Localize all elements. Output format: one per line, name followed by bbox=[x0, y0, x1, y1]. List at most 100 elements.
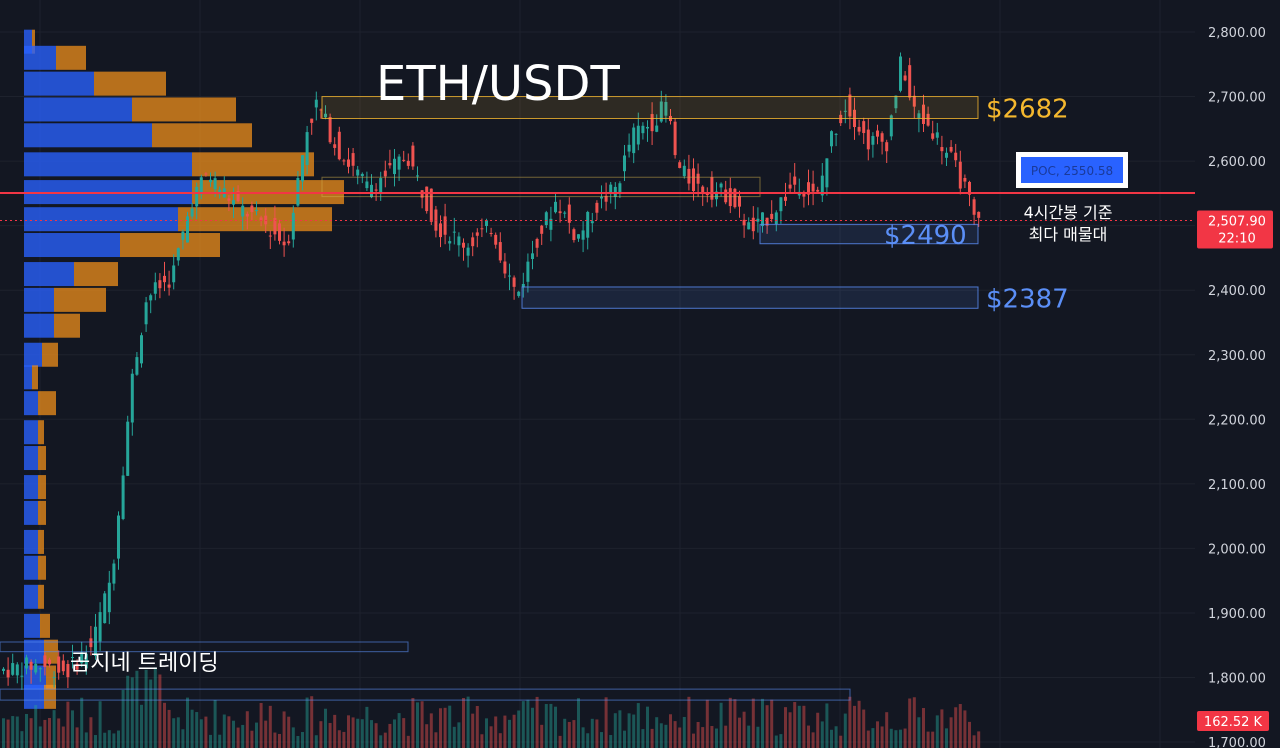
candle-body bbox=[494, 234, 498, 245]
volume-bar bbox=[268, 705, 272, 748]
candle-body bbox=[659, 101, 663, 122]
y-tick-label: 2,800.00 bbox=[1208, 26, 1266, 41]
volume-bar bbox=[549, 703, 553, 748]
profile-bar-buy bbox=[24, 71, 94, 96]
candle-body bbox=[894, 95, 898, 109]
candle-body bbox=[719, 183, 723, 188]
volume-bar bbox=[889, 728, 893, 748]
volume-bar bbox=[480, 734, 484, 748]
volume-bar bbox=[848, 696, 852, 748]
volume-bar bbox=[107, 730, 111, 748]
volume-bar bbox=[264, 720, 268, 748]
volume-badge-text: 162.52 K bbox=[1204, 715, 1263, 730]
candle-body bbox=[761, 212, 764, 227]
profile-bar-buy bbox=[24, 500, 38, 525]
volume-bar bbox=[241, 724, 245, 748]
candle-body bbox=[337, 131, 341, 160]
volume-bar bbox=[590, 718, 594, 748]
candle-body bbox=[830, 131, 833, 147]
candle-body bbox=[305, 132, 309, 166]
note-line-1: 4시간봉 기준 bbox=[1024, 203, 1113, 222]
candle-body bbox=[834, 133, 838, 135]
candle-body bbox=[572, 229, 576, 241]
candle-body bbox=[402, 159, 406, 161]
candle-body bbox=[903, 75, 907, 81]
volume-bar bbox=[195, 712, 199, 748]
volume-bar bbox=[383, 732, 387, 748]
candle-body bbox=[563, 212, 567, 214]
candle-body bbox=[158, 280, 162, 289]
candle-body bbox=[857, 126, 861, 132]
candle-body bbox=[480, 228, 484, 230]
profile-bar-sell bbox=[152, 123, 252, 148]
candle-body bbox=[383, 170, 387, 177]
candle-body bbox=[508, 275, 511, 277]
candle-body bbox=[774, 212, 778, 225]
candle-body bbox=[595, 202, 599, 213]
y-tick-label: 2,700.00 bbox=[1208, 91, 1266, 106]
candle-body bbox=[291, 212, 295, 240]
y-tick-label: 1,700.00 bbox=[1208, 736, 1266, 748]
volume-bar bbox=[977, 731, 981, 748]
candle-body bbox=[793, 176, 797, 185]
candle-body bbox=[655, 125, 659, 132]
volume-bar bbox=[908, 698, 912, 748]
last-price-value: 2,507.90 bbox=[1208, 215, 1266, 230]
volume-bar bbox=[176, 717, 180, 748]
candle-body bbox=[751, 217, 755, 232]
candle-body bbox=[600, 196, 603, 199]
volume-bar bbox=[577, 698, 580, 748]
profile-bar-sell bbox=[74, 262, 118, 287]
volume-bar bbox=[158, 674, 162, 748]
volume-bar bbox=[738, 717, 741, 748]
volume-bar bbox=[715, 728, 718, 748]
candle-body bbox=[324, 113, 327, 118]
volume-bar bbox=[687, 696, 691, 748]
volume-bar bbox=[29, 718, 33, 748]
profile-bar-buy bbox=[24, 313, 54, 338]
profile-bar-sell bbox=[38, 420, 44, 445]
poc-label: POC, 2550.58 bbox=[1031, 164, 1113, 178]
candle-body bbox=[66, 663, 70, 678]
candle-body bbox=[696, 173, 700, 184]
candle-body bbox=[94, 626, 97, 656]
candle-body bbox=[733, 188, 737, 208]
candle-body bbox=[20, 675, 24, 677]
volume-bar bbox=[11, 716, 15, 748]
candle-body bbox=[871, 136, 875, 145]
candle-body bbox=[301, 155, 304, 182]
volume-bar bbox=[756, 726, 760, 748]
last-price-badge: 2,507.90 22:10 bbox=[1197, 210, 1273, 249]
candle-body bbox=[71, 656, 74, 658]
candle-body bbox=[25, 657, 28, 669]
candle-body bbox=[144, 302, 148, 325]
candle-body bbox=[554, 201, 557, 213]
volume-bar bbox=[209, 734, 212, 748]
volume-bar bbox=[692, 733, 695, 748]
volume-bar bbox=[673, 721, 677, 748]
volume-bar bbox=[6, 719, 10, 748]
chart-title: ETH/USDT bbox=[376, 56, 620, 112]
volume-bar bbox=[167, 709, 171, 748]
volume-bar bbox=[816, 712, 820, 748]
candle-body bbox=[503, 261, 507, 274]
candle-body bbox=[393, 158, 396, 175]
candle-body bbox=[866, 129, 870, 150]
volume-bar bbox=[379, 735, 383, 748]
candle-body bbox=[701, 186, 705, 194]
volume-bar bbox=[885, 712, 889, 748]
candle-body bbox=[549, 218, 553, 230]
candle-body bbox=[397, 156, 401, 170]
volume-bar bbox=[429, 713, 433, 748]
volume-bar bbox=[853, 705, 856, 748]
candle-body bbox=[636, 125, 640, 145]
grid bbox=[0, 0, 1195, 748]
profile-bar-sell bbox=[56, 45, 86, 70]
volume-bar bbox=[245, 711, 249, 748]
volume-bar bbox=[733, 699, 737, 748]
volume-bar bbox=[222, 714, 226, 748]
volume-bar bbox=[926, 731, 930, 748]
candle-body bbox=[641, 125, 645, 134]
volume-bar bbox=[314, 735, 318, 748]
